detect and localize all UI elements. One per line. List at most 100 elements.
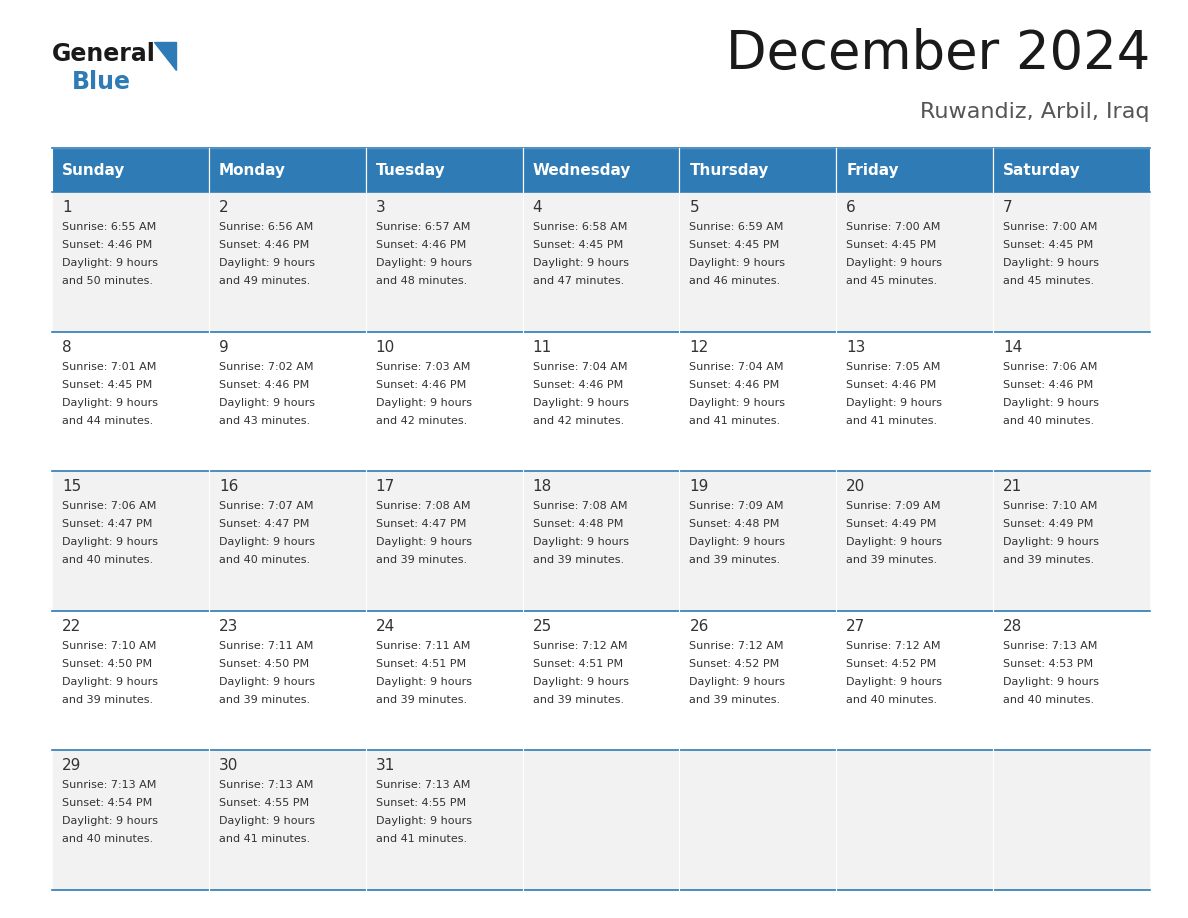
Text: and 40 minutes.: and 40 minutes. xyxy=(1003,416,1094,426)
Text: and 39 minutes.: and 39 minutes. xyxy=(219,695,310,705)
Bar xyxy=(52,192,209,331)
Bar xyxy=(836,148,993,192)
Text: and 41 minutes.: and 41 minutes. xyxy=(219,834,310,845)
Text: Sunset: 4:45 PM: Sunset: 4:45 PM xyxy=(846,240,936,250)
Text: Sunrise: 7:07 AM: Sunrise: 7:07 AM xyxy=(219,501,314,511)
Text: and 42 minutes.: and 42 minutes. xyxy=(532,416,624,426)
Bar xyxy=(366,148,523,192)
Text: Sunrise: 7:06 AM: Sunrise: 7:06 AM xyxy=(62,501,157,511)
Text: 9: 9 xyxy=(219,340,228,354)
Text: and 46 minutes.: and 46 minutes. xyxy=(689,276,781,286)
Text: and 47 minutes.: and 47 minutes. xyxy=(532,276,624,286)
Text: Sunset: 4:45 PM: Sunset: 4:45 PM xyxy=(532,240,623,250)
Bar xyxy=(523,610,680,750)
Bar xyxy=(680,192,836,331)
Text: 12: 12 xyxy=(689,340,709,354)
Text: 13: 13 xyxy=(846,340,866,354)
Text: and 39 minutes.: and 39 minutes. xyxy=(62,695,153,705)
Text: 2: 2 xyxy=(219,200,228,215)
Text: Sunrise: 7:13 AM: Sunrise: 7:13 AM xyxy=(375,780,470,790)
Polygon shape xyxy=(154,42,177,70)
Text: and 40 minutes.: and 40 minutes. xyxy=(219,555,310,565)
Text: 7: 7 xyxy=(1003,200,1012,215)
Text: Daylight: 9 hours: Daylight: 9 hours xyxy=(219,677,315,687)
Text: Daylight: 9 hours: Daylight: 9 hours xyxy=(62,258,158,268)
Text: and 49 minutes.: and 49 minutes. xyxy=(219,276,310,286)
Bar xyxy=(366,750,523,890)
Text: Sunset: 4:46 PM: Sunset: 4:46 PM xyxy=(375,240,466,250)
Text: and 40 minutes.: and 40 minutes. xyxy=(62,834,153,845)
Text: and 42 minutes.: and 42 minutes. xyxy=(375,416,467,426)
Text: Sunset: 4:49 PM: Sunset: 4:49 PM xyxy=(846,520,936,529)
Text: and 40 minutes.: and 40 minutes. xyxy=(1003,695,1094,705)
Text: 15: 15 xyxy=(62,479,81,494)
Text: 30: 30 xyxy=(219,758,239,773)
Bar xyxy=(366,610,523,750)
Text: and 39 minutes.: and 39 minutes. xyxy=(532,555,624,565)
Text: Sunrise: 7:01 AM: Sunrise: 7:01 AM xyxy=(62,362,157,372)
Text: 20: 20 xyxy=(846,479,866,494)
Bar xyxy=(680,750,836,890)
Text: 23: 23 xyxy=(219,619,239,633)
Text: and 41 minutes.: and 41 minutes. xyxy=(846,416,937,426)
Text: Sunrise: 6:59 AM: Sunrise: 6:59 AM xyxy=(689,222,784,232)
Bar xyxy=(836,750,993,890)
Text: and 43 minutes.: and 43 minutes. xyxy=(219,416,310,426)
Text: 5: 5 xyxy=(689,200,699,215)
Text: 6: 6 xyxy=(846,200,857,215)
Text: 8: 8 xyxy=(62,340,71,354)
Text: 10: 10 xyxy=(375,340,394,354)
Text: Wednesday: Wednesday xyxy=(532,162,631,177)
Text: Sunset: 4:50 PM: Sunset: 4:50 PM xyxy=(219,659,309,669)
Text: and 39 minutes.: and 39 minutes. xyxy=(1003,555,1094,565)
Bar xyxy=(523,750,680,890)
Text: Sunset: 4:45 PM: Sunset: 4:45 PM xyxy=(62,380,152,389)
Text: Ruwandiz, Arbil, Iraq: Ruwandiz, Arbil, Iraq xyxy=(921,102,1150,122)
Text: and 40 minutes.: and 40 minutes. xyxy=(62,555,153,565)
Text: Daylight: 9 hours: Daylight: 9 hours xyxy=(62,677,158,687)
Text: Saturday: Saturday xyxy=(1003,162,1081,177)
Text: Daylight: 9 hours: Daylight: 9 hours xyxy=(375,537,472,547)
Text: Daylight: 9 hours: Daylight: 9 hours xyxy=(1003,677,1099,687)
Text: Sunrise: 7:11 AM: Sunrise: 7:11 AM xyxy=(375,641,470,651)
Bar xyxy=(993,148,1150,192)
Text: Daylight: 9 hours: Daylight: 9 hours xyxy=(846,677,942,687)
Text: Sunrise: 6:55 AM: Sunrise: 6:55 AM xyxy=(62,222,157,232)
Bar xyxy=(993,331,1150,471)
Bar xyxy=(523,148,680,192)
Text: and 40 minutes.: and 40 minutes. xyxy=(846,695,937,705)
Bar xyxy=(366,192,523,331)
Text: December 2024: December 2024 xyxy=(726,28,1150,80)
Text: Sunrise: 7:12 AM: Sunrise: 7:12 AM xyxy=(846,641,941,651)
Text: Daylight: 9 hours: Daylight: 9 hours xyxy=(532,677,628,687)
Text: Sunset: 4:46 PM: Sunset: 4:46 PM xyxy=(62,240,152,250)
Text: Sunset: 4:50 PM: Sunset: 4:50 PM xyxy=(62,659,152,669)
Text: Sunrise: 7:05 AM: Sunrise: 7:05 AM xyxy=(846,362,941,372)
Bar xyxy=(836,471,993,610)
Text: 4: 4 xyxy=(532,200,542,215)
Bar xyxy=(52,331,209,471)
Text: Daylight: 9 hours: Daylight: 9 hours xyxy=(846,397,942,408)
Bar xyxy=(209,471,366,610)
Text: Daylight: 9 hours: Daylight: 9 hours xyxy=(532,397,628,408)
Text: Sunset: 4:55 PM: Sunset: 4:55 PM xyxy=(375,799,466,809)
Text: 19: 19 xyxy=(689,479,709,494)
Bar xyxy=(993,471,1150,610)
Text: and 41 minutes.: and 41 minutes. xyxy=(375,834,467,845)
Text: Sunset: 4:45 PM: Sunset: 4:45 PM xyxy=(689,240,779,250)
Text: Daylight: 9 hours: Daylight: 9 hours xyxy=(219,537,315,547)
Text: Sunset: 4:45 PM: Sunset: 4:45 PM xyxy=(1003,240,1093,250)
Text: Sunset: 4:54 PM: Sunset: 4:54 PM xyxy=(62,799,152,809)
Bar xyxy=(680,331,836,471)
Text: Sunset: 4:46 PM: Sunset: 4:46 PM xyxy=(532,380,623,389)
Text: and 39 minutes.: and 39 minutes. xyxy=(689,695,781,705)
Text: Sunrise: 6:58 AM: Sunrise: 6:58 AM xyxy=(532,222,627,232)
Text: Sunrise: 7:00 AM: Sunrise: 7:00 AM xyxy=(1003,222,1098,232)
Bar xyxy=(836,610,993,750)
Text: and 48 minutes.: and 48 minutes. xyxy=(375,276,467,286)
Text: Sunrise: 7:10 AM: Sunrise: 7:10 AM xyxy=(1003,501,1098,511)
Bar xyxy=(523,331,680,471)
Text: Daylight: 9 hours: Daylight: 9 hours xyxy=(62,537,158,547)
Text: 28: 28 xyxy=(1003,619,1023,633)
Bar xyxy=(209,610,366,750)
